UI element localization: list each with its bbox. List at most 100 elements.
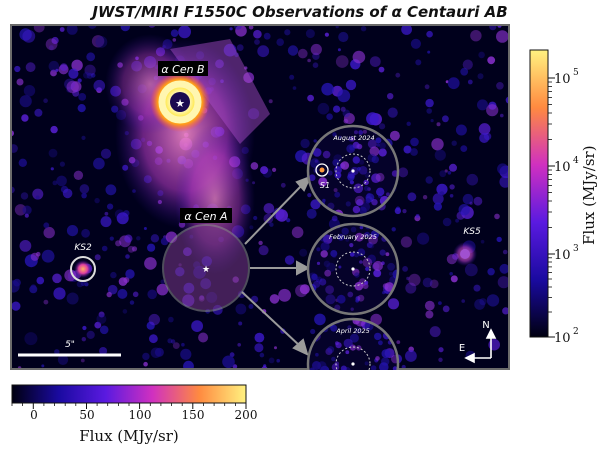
speckle <box>353 183 364 194</box>
speckle <box>357 144 363 150</box>
speckle <box>436 122 441 127</box>
speckle <box>19 240 32 252</box>
speckle <box>59 161 65 167</box>
speckle <box>66 225 79 237</box>
speckle <box>146 321 155 330</box>
s1-label: S1 <box>320 181 330 190</box>
speckle <box>354 232 364 242</box>
speckle <box>59 27 65 32</box>
speckle <box>434 149 446 161</box>
speckle <box>387 93 394 100</box>
speckle <box>170 29 179 37</box>
speckle <box>55 68 59 72</box>
speckle <box>333 188 338 193</box>
speckle <box>325 348 333 355</box>
speckle <box>439 191 445 197</box>
hcbar-tick-label: 200 <box>235 408 258 422</box>
speckle <box>313 280 321 288</box>
speckle <box>170 339 176 344</box>
speckle <box>307 58 311 63</box>
speckle <box>183 360 194 370</box>
speckle <box>149 334 158 344</box>
speckle <box>370 365 377 370</box>
speckle <box>358 130 364 135</box>
compass-east-label: E <box>459 343 465 354</box>
speckle <box>59 63 68 71</box>
speckle <box>43 226 55 239</box>
speckle <box>469 201 473 205</box>
speckle <box>107 203 114 210</box>
speckle <box>71 59 83 71</box>
speckle <box>347 171 356 179</box>
speckle <box>347 325 352 330</box>
speckle <box>96 314 107 324</box>
figure-title: JWST/MIRI F1550C Observations of α Centa… <box>92 3 508 21</box>
speckle <box>449 272 454 276</box>
speckle <box>385 252 390 257</box>
speckle <box>350 137 355 142</box>
speckle <box>268 99 273 104</box>
speckle <box>101 245 108 252</box>
speckle <box>359 206 367 215</box>
speckle <box>168 316 174 323</box>
speckle <box>229 352 235 358</box>
speckle <box>287 45 299 56</box>
speckle <box>429 279 439 289</box>
speckle <box>147 243 156 252</box>
speckle <box>373 269 382 278</box>
speckle <box>369 56 381 67</box>
speckle <box>94 321 102 329</box>
speckle <box>260 166 269 175</box>
speckle <box>343 338 353 348</box>
speckle <box>442 115 449 123</box>
speckle <box>349 252 355 257</box>
speckle <box>331 356 336 362</box>
speckle <box>53 287 66 300</box>
speckle <box>340 106 346 112</box>
speckle <box>326 262 336 272</box>
speckle <box>116 212 129 225</box>
speckle <box>387 107 398 118</box>
speckle <box>48 148 58 158</box>
speckle <box>480 239 485 244</box>
speckle <box>462 193 474 205</box>
speckle <box>460 67 469 76</box>
speckle <box>325 285 334 294</box>
speckle <box>332 253 337 258</box>
speckle <box>248 24 254 30</box>
speckle <box>502 307 510 315</box>
hcbar-tick-label: 50 <box>79 408 94 422</box>
speckle <box>269 222 274 227</box>
speckle <box>263 203 275 214</box>
speckle <box>379 249 386 256</box>
speckle <box>237 343 241 347</box>
speckle <box>131 246 138 252</box>
speckle <box>50 125 58 134</box>
speckle <box>402 209 407 214</box>
speckle <box>375 356 380 361</box>
speckle <box>198 332 209 343</box>
speckle <box>338 265 342 269</box>
speckle <box>150 347 162 359</box>
speckle <box>284 255 295 265</box>
speckle <box>110 271 117 279</box>
speckle <box>269 294 280 304</box>
speckle <box>497 276 510 289</box>
speckle <box>20 192 29 200</box>
speckle <box>36 276 45 285</box>
speckle <box>66 24 78 35</box>
speckle <box>371 199 378 206</box>
speckle <box>327 346 335 354</box>
speckle <box>292 86 297 90</box>
speckle <box>477 99 488 111</box>
speckle <box>345 201 351 207</box>
speckle <box>94 254 101 261</box>
speckle <box>30 252 39 261</box>
speckle <box>299 284 310 295</box>
speckle <box>410 38 421 49</box>
speckle <box>278 288 291 302</box>
speckle <box>395 72 401 78</box>
speckle <box>330 250 338 257</box>
speckle <box>345 79 357 91</box>
speckle <box>408 273 421 286</box>
